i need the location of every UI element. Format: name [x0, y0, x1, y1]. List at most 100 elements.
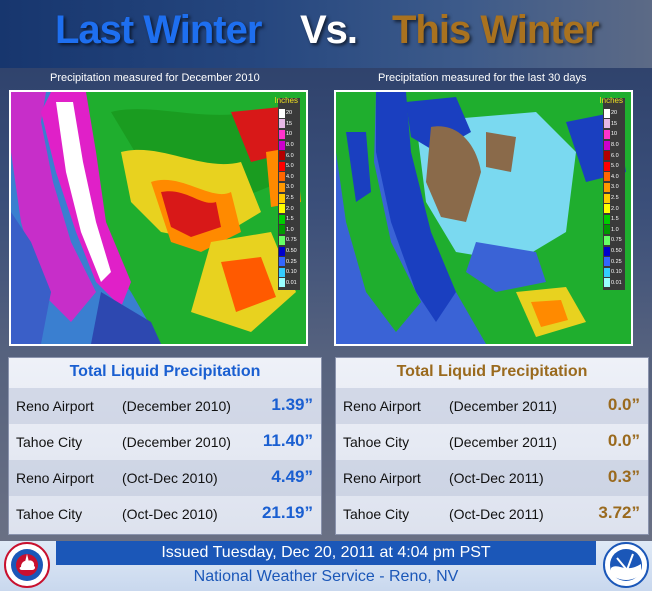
legend-item: 10 [604, 129, 624, 140]
legend-swatch [604, 193, 610, 203]
legend-label: 2.0 [611, 205, 619, 212]
legend-swatch [604, 214, 610, 224]
legend-label: 15 [611, 120, 618, 127]
location-label: Tahoe City [343, 506, 410, 522]
precip-value: 3.72” [598, 503, 640, 522]
legend-swatch [279, 225, 285, 235]
period-label: (Oct-Dec 2011) [449, 470, 544, 486]
location-label: Tahoe City [16, 506, 83, 522]
legend-swatch [604, 182, 610, 192]
legend-rows: 20 15 10 8.0 6.0 5.0 4.0 3.0 2.5 2.0 1.5 1.0 0.75 0.5… [279, 108, 299, 288]
legend-label: 20 [286, 110, 293, 117]
legend-item: 8.0 [279, 140, 299, 151]
legend-label: 1.5 [611, 216, 619, 223]
legend-item: 1.5 [604, 214, 624, 225]
legend-item: 2.5 [279, 193, 299, 204]
legend-item: 0.01 [279, 278, 299, 289]
period-label: (Oct-Dec 2010) [122, 506, 218, 522]
legend-swatch [604, 140, 610, 150]
legend-item: 3.0 [279, 182, 299, 193]
legend-swatch [604, 204, 610, 214]
precip-value: 4.49” [271, 467, 313, 486]
legend-swatch [604, 108, 610, 118]
legend-item: 0.25 [279, 256, 299, 267]
legend-item: 15 [604, 119, 624, 130]
precip-value: 1.39” [271, 395, 313, 414]
legend-swatch [604, 257, 610, 267]
legend-item: 4.0 [279, 172, 299, 183]
precip-map-december-2010: Inches 20 15 10 8.0 6.0 5.0 4.0 3.0 2.5 2.0 1.5 1.0… [9, 90, 308, 346]
legend-swatch [279, 235, 285, 245]
table-row: Tahoe City (December 2010) 11.40” [9, 424, 321, 460]
legend-swatch [279, 246, 285, 256]
legend-item: 2.0 [604, 203, 624, 214]
legend-label: 0.50 [611, 248, 622, 255]
legend-swatch [604, 119, 610, 129]
legend-label: 5.0 [611, 163, 619, 170]
legend-swatch [279, 151, 285, 161]
legend-label: 3.0 [286, 184, 294, 191]
precip-legend: Inches 20 15 10 8.0 6.0 5.0 4.0 3.0 2.5 2.0 1.5 1.0… [599, 96, 625, 291]
precip-value: 21.19” [261, 503, 313, 522]
table-row: Tahoe City (December 2011) 0.0” [336, 424, 648, 460]
legend-swatch [604, 235, 610, 245]
legend-item: 20 [279, 108, 299, 119]
period-label: (December 2010) [122, 398, 231, 414]
footer-bar [56, 541, 596, 565]
legend-swatch [279, 119, 285, 129]
table-row: Reno Airport (Oct-Dec 2011) 0.3” [336, 460, 648, 496]
precip-value: 0.0” [607, 395, 640, 414]
precip-value: 11.40” [262, 431, 313, 450]
footer: Issued Tuesday, Dec 20, 2011 at 4:04 pm … [0, 541, 652, 591]
legend-label: 6.0 [611, 152, 619, 159]
legend-item: 20 [604, 108, 624, 119]
legend-label: 10 [286, 131, 293, 138]
location-label: Tahoe City [16, 434, 83, 450]
legend-label: 0.25 [611, 258, 622, 265]
table-row: Reno Airport (December 2011) 0.0” [336, 388, 648, 424]
legend-label: 0.75 [611, 237, 622, 244]
legend-item: 5.0 [279, 161, 299, 172]
legend-item: 0.75 [604, 235, 624, 246]
legend-item: 10 [279, 129, 299, 140]
legend-item: 0.50 [279, 246, 299, 257]
legend-label: 8.0 [611, 142, 619, 149]
legend-label: 3.0 [611, 184, 619, 191]
legend-item: 2.0 [279, 203, 299, 214]
location-label: Reno Airport [16, 470, 94, 486]
legend-swatch [279, 161, 285, 171]
legend-label: 10 [611, 131, 618, 138]
legend-label: 6.0 [286, 152, 294, 159]
legend-label: 8.0 [286, 142, 294, 149]
left-title: Last Winter [55, 8, 262, 52]
period-label: (Oct-Dec 2011) [449, 506, 544, 522]
legend-title: Inches [274, 96, 298, 105]
precip-map-last-winter-image [11, 92, 306, 344]
location-label: Reno Airport [343, 398, 421, 414]
legend-item: 5.0 [604, 161, 624, 172]
legend-label: 2.0 [286, 205, 294, 212]
legend-item: 1.5 [279, 214, 299, 225]
legend-item: 0.50 [604, 246, 624, 257]
legend-item: 4.0 [604, 172, 624, 183]
table-row: Tahoe City (Oct-Dec 2010) 21.19” [9, 496, 321, 532]
legend-swatch [279, 108, 285, 118]
legend-item: 0.10 [279, 267, 299, 278]
legend-swatch [279, 172, 285, 182]
right-title: This Winter [392, 8, 599, 52]
period-label: (December 2010) [122, 434, 231, 450]
legend-swatch [604, 225, 610, 235]
legend-label: 4.0 [611, 173, 619, 180]
this-winter-totals-panel: Total Liquid Precipitation Reno Airport … [335, 357, 649, 535]
precip-value: 0.0” [607, 431, 640, 450]
legend-item: 0.01 [604, 278, 624, 289]
period-label: (December 2011) [449, 398, 557, 414]
legend-item: 0.10 [604, 267, 624, 278]
legend-swatch [279, 129, 285, 139]
legend-item: 15 [279, 119, 299, 130]
precip-map-this-winter-image [336, 92, 631, 344]
legend-swatch [279, 214, 285, 224]
legend-swatch [279, 257, 285, 267]
legend-label: 0.01 [286, 279, 297, 286]
legend-label: 0.01 [611, 279, 622, 286]
